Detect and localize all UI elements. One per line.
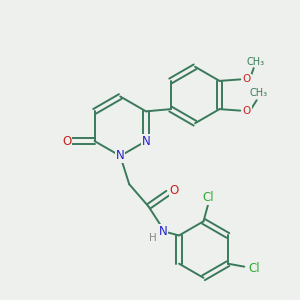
Text: O: O [169,184,178,196]
Text: Cl: Cl [248,262,260,275]
Text: Cl: Cl [203,191,214,204]
Text: O: O [243,106,251,116]
Text: CH₃: CH₃ [246,57,264,67]
Text: H: H [149,233,157,243]
Text: N: N [142,135,150,148]
Text: CH₃: CH₃ [249,88,267,98]
Text: N: N [159,225,168,238]
Text: N: N [116,149,125,162]
Text: O: O [62,135,71,148]
Text: O: O [243,74,251,84]
